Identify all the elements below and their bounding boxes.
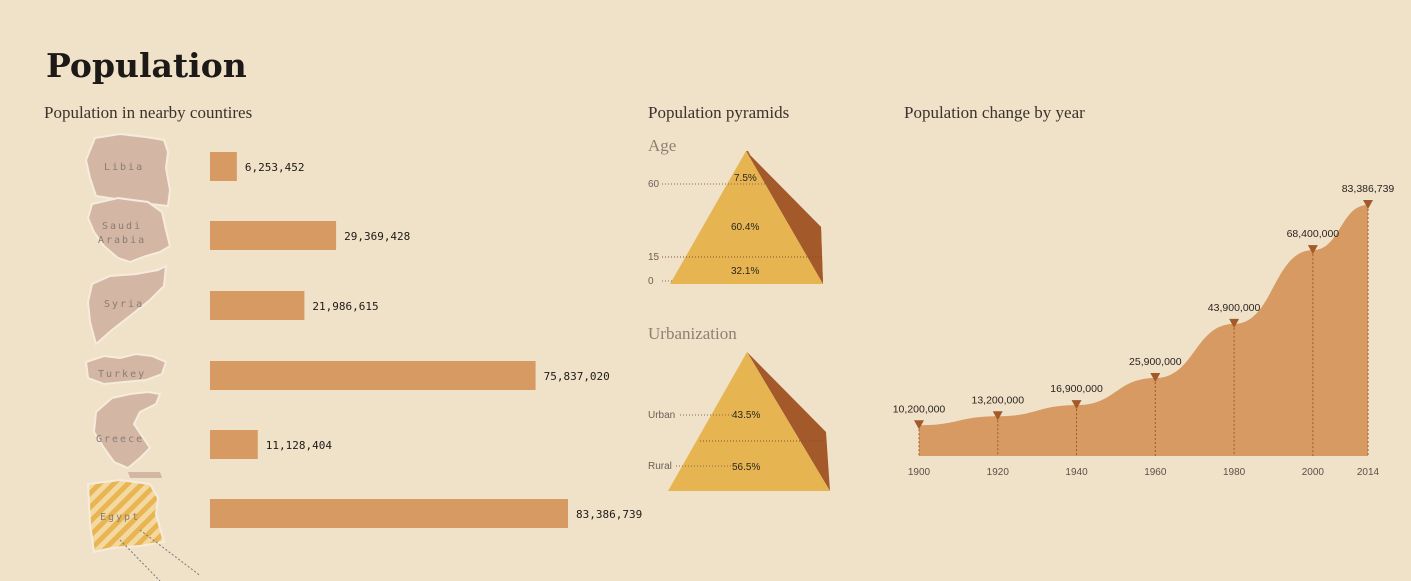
x-tick-1900: 1900	[908, 467, 931, 478]
countries-section-title: Population in nearby countires	[44, 103, 253, 122]
point-label-1900: 10,200,000	[893, 403, 946, 415]
page-title: Population	[46, 46, 247, 85]
urbanization-pyramid-title: Urbanization	[648, 324, 737, 343]
turkey-map-icon	[84, 352, 168, 386]
x-tick-1940: 1940	[1065, 467, 1088, 478]
age-pyramid-front	[670, 151, 823, 284]
map-label-turkey: Turkey	[98, 369, 146, 380]
greece-map-icon	[92, 390, 162, 470]
country-maps: Libia Saudi Arabia Syria Turkey Greece E…	[84, 132, 200, 581]
x-tick-2000: 2000	[1302, 467, 1325, 478]
bar-value-label-egypt: 83,386,739	[576, 508, 642, 521]
bar-syria	[210, 291, 305, 320]
age-segment-0-14: 32.1%	[731, 266, 759, 277]
bar-saudi-arabia	[210, 221, 337, 250]
rural-label: Rural	[648, 461, 672, 472]
libia-map-icon	[84, 132, 172, 208]
country-bar-chart: 6,253,452 29,369,428 21,986,615 75,837,020 1…	[210, 152, 642, 528]
age-segment-15-64: 60.4%	[731, 222, 759, 233]
point-label-1940: 16,900,000	[1050, 383, 1103, 395]
point-marker-2014	[1363, 200, 1373, 209]
map-label-egypt: Egypt	[100, 512, 140, 523]
bar-value-label-turkey: 75,837,020	[544, 370, 610, 383]
syria-map-icon	[86, 264, 168, 346]
point-label-2014: 83,386,739	[1342, 183, 1395, 195]
map-label-libia: Libia	[104, 162, 144, 173]
point-label-2000: 68,400,000	[1287, 228, 1340, 240]
age-pyramid-title: Age	[648, 136, 677, 155]
bar-turkey	[210, 361, 536, 390]
bar-value-label-greece: 11,128,404	[266, 439, 333, 452]
urbanization-pyramid: Urban Rural 43.5% 56.5%	[648, 352, 830, 491]
point-marker-2000	[1307, 245, 1318, 255]
saudi-arabia-map-icon	[86, 196, 172, 264]
x-tick-2014: 2014	[1357, 467, 1380, 478]
point-label-1960: 25,900,000	[1129, 356, 1182, 368]
age-pyramid: 60 15 0 7.5% 60.4% 32.1%	[648, 151, 823, 287]
age-segment-65plus: 7.5%	[734, 173, 757, 184]
bar-greece	[210, 430, 258, 459]
bar-value-label-libia: 6,253,452	[245, 161, 305, 174]
urban-label: Urban	[648, 410, 675, 421]
point-marker-1960	[1150, 373, 1161, 383]
x-tick-1920: 1920	[987, 467, 1010, 478]
greece-island-icon	[128, 472, 162, 478]
map-label-syria: Syria	[104, 299, 144, 310]
urban-pyramid-front	[668, 352, 830, 491]
urban-percent: 43.5%	[732, 410, 760, 421]
rural-percent: 56.5%	[732, 462, 760, 473]
age-tick-0: 0	[648, 276, 654, 287]
egypt-map-icon	[86, 478, 166, 554]
age-tick-15: 15	[648, 252, 660, 263]
map-label-arabia: Arabia	[98, 235, 146, 246]
bar-value-label-syria: 21,986,615	[312, 300, 378, 313]
age-tick-60: 60	[648, 179, 660, 190]
egypt-connector-line-2	[119, 539, 161, 581]
egypt-connector-line	[139, 529, 200, 577]
point-marker-1920	[992, 411, 1003, 421]
point-label-1980: 43,900,000	[1208, 302, 1261, 314]
point-label-1920: 13,200,000	[971, 394, 1024, 406]
x-tick-1980: 1980	[1223, 467, 1246, 478]
point-marker-1900	[914, 420, 924, 430]
pyramids-section-title: Population pyramids	[648, 103, 790, 122]
population-area	[919, 205, 1368, 456]
bar-value-label-saudi-arabia: 29,369,428	[344, 230, 410, 243]
point-marker-1940	[1071, 400, 1082, 410]
map-label-saudi: Saudi	[102, 221, 142, 232]
change-section-title: Population change by year	[904, 103, 1085, 122]
point-marker-1980	[1229, 318, 1240, 328]
map-label-greece: Greece	[96, 434, 144, 445]
bar-egypt	[210, 499, 568, 528]
bar-libia	[210, 152, 237, 181]
x-tick-1960: 1960	[1144, 467, 1167, 478]
